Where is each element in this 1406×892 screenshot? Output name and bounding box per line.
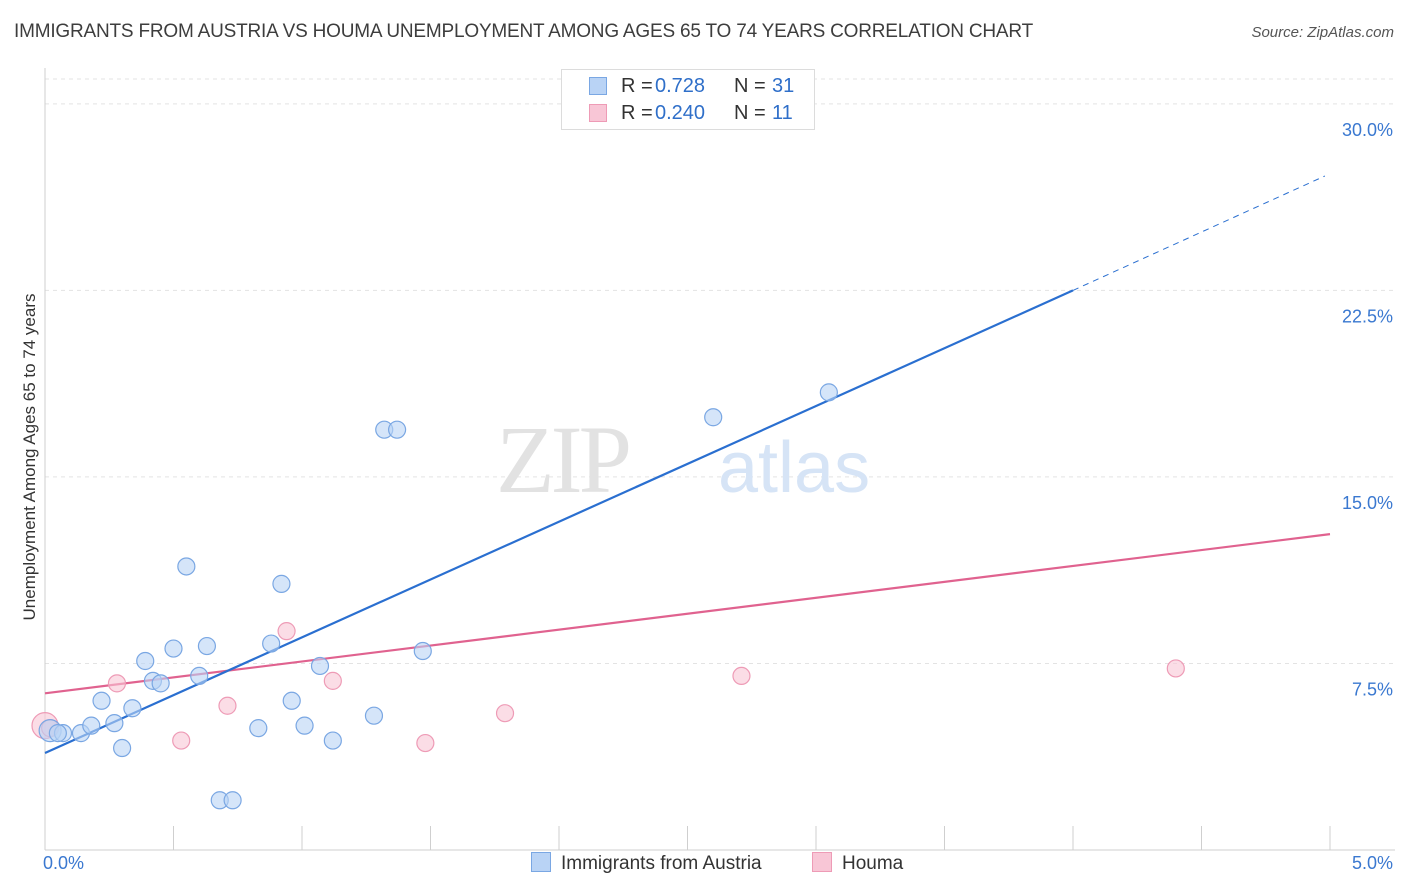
point-houma xyxy=(323,671,342,690)
point-austria xyxy=(387,420,407,439)
point-austria xyxy=(364,706,384,725)
point-austria xyxy=(272,574,291,593)
data-points xyxy=(31,383,1185,810)
houma-swatch xyxy=(812,852,832,872)
gridlines xyxy=(45,78,1395,664)
point-austria xyxy=(704,408,723,427)
point-houma xyxy=(172,731,191,750)
trendline-austria xyxy=(44,289,1074,755)
point-austria xyxy=(164,639,183,658)
source-label: Source: ZipAtlas.com xyxy=(1251,24,1394,41)
point-austria xyxy=(105,714,124,733)
point-austria xyxy=(249,719,268,738)
r-label: R = xyxy=(621,75,653,97)
legend-item-austria[interactable]: Immigrants from Austria xyxy=(531,852,762,875)
trendline-austria-extension xyxy=(1072,175,1326,291)
point-austria xyxy=(310,656,330,676)
point-austria xyxy=(262,634,281,653)
chart-title: IMMIGRANTS FROM AUSTRIA VS HOUMA UNEMPLO… xyxy=(14,21,1033,42)
legend-row-houma: R = 0.240 N = 11 xyxy=(562,101,814,127)
point-houma xyxy=(1166,659,1185,678)
legend-row-austria: R = 0.728 N = 31 xyxy=(562,74,814,100)
trendline-houma xyxy=(44,533,1331,695)
watermark-zip: ZIP xyxy=(496,406,629,513)
point-austria xyxy=(282,691,301,710)
r-value: 0.240 xyxy=(655,102,706,124)
legend-label-austria: Immigrants from Austria xyxy=(561,853,762,874)
point-austria xyxy=(136,651,155,671)
point-austria xyxy=(197,636,217,656)
point-austria xyxy=(123,699,142,718)
point-austria xyxy=(151,674,170,693)
n-value: 11 xyxy=(772,102,793,124)
x-tick-label: 0.0% xyxy=(43,853,84,873)
point-austria xyxy=(48,724,67,743)
legend-item-houma[interactable]: Houma xyxy=(812,852,903,875)
legend-label-houma: Houma xyxy=(842,853,904,874)
axes xyxy=(44,68,1395,851)
trendlines xyxy=(44,175,1331,755)
point-austria xyxy=(323,731,342,750)
y-axis-label: Unemployment Among Ages 65 to 74 years xyxy=(20,293,39,621)
point-austria xyxy=(82,716,101,735)
point-houma xyxy=(732,666,751,686)
r-label: R = xyxy=(621,102,653,124)
tick-labels: 7.5% 15.0% 22.5% 30.0% 0.0% 5.0% xyxy=(43,120,1393,873)
correlation-legend: R = 0.728 N = 31 R = 0.240 N = 11 xyxy=(561,69,815,130)
y-tick-label: 7.5% xyxy=(1352,679,1393,699)
y-tick-label: 15.0% xyxy=(1342,493,1393,513)
point-austria xyxy=(177,557,196,576)
point-austria xyxy=(413,641,432,661)
n-value: 31 xyxy=(772,75,795,97)
n-label: N = xyxy=(734,75,766,97)
point-houma xyxy=(495,704,515,723)
point-austria xyxy=(190,666,209,686)
point-austria xyxy=(819,383,838,402)
austria-swatch xyxy=(531,852,551,872)
watermark-atlas: atlas xyxy=(718,428,870,508)
x-tick-label: 5.0% xyxy=(1352,853,1393,873)
n-label: N = xyxy=(734,102,766,124)
point-austria xyxy=(295,716,314,735)
point-austria xyxy=(223,791,242,810)
point-austria xyxy=(92,691,111,710)
legend-swatch xyxy=(589,77,607,95)
r-value: 0.728 xyxy=(655,75,706,97)
legend-swatch xyxy=(589,104,607,122)
point-houma xyxy=(107,674,127,693)
point-houma xyxy=(277,622,296,641)
point-austria xyxy=(112,738,132,758)
point-houma xyxy=(218,696,237,715)
point-houma xyxy=(416,733,435,753)
y-tick-label: 30.0% xyxy=(1342,120,1393,140)
watermark: ZIP atlas xyxy=(496,406,870,513)
y-tick-label: 22.5% xyxy=(1342,306,1393,326)
